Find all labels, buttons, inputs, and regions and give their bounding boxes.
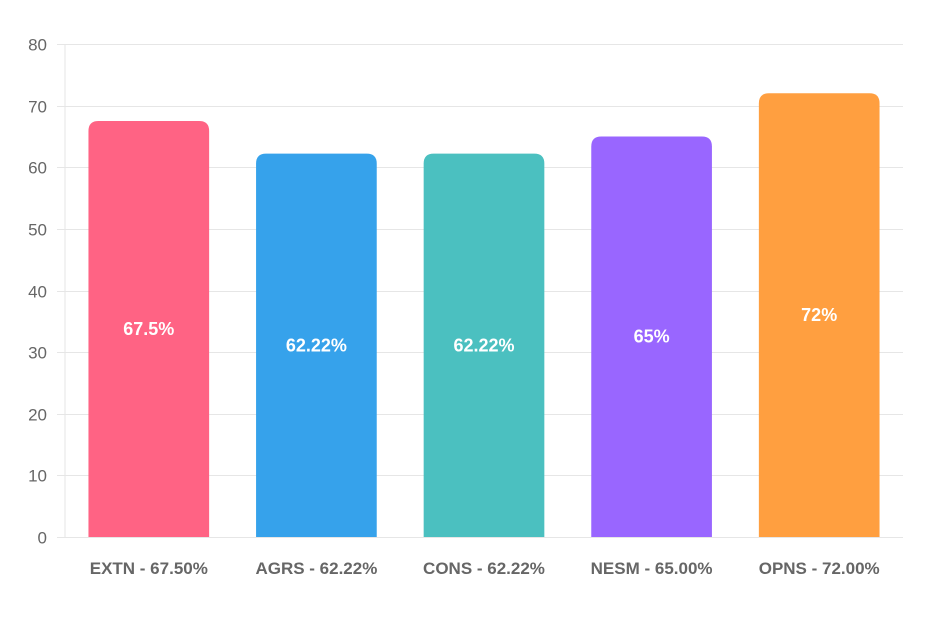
- value-labels: 67.5% 62.22% 62.22% 65% 72%: [123, 305, 837, 355]
- bar-value-label: 72%: [801, 305, 837, 325]
- y-axis-ticks: 0 10 20 30 40 50 60 70 80: [28, 36, 47, 548]
- bar-1[interactable]: [256, 153, 377, 537]
- x-category-label: EXTN - 67.50%: [90, 559, 208, 578]
- x-axis-labels: EXTN - 67.50% AGRS - 62.22% CONS - 62.22% N…: [90, 559, 880, 578]
- bar-3[interactable]: [591, 136, 712, 537]
- bar-value-label: 62.22%: [453, 335, 514, 355]
- y-tick-label: 70: [28, 98, 47, 117]
- x-category-label: CONS - 62.22%: [423, 559, 545, 578]
- y-tick-label: 60: [28, 159, 47, 178]
- bar-value-label: 62.22%: [286, 335, 347, 355]
- x-category-label: NESM - 65.00%: [591, 559, 713, 578]
- y-tick-label: 20: [28, 406, 47, 425]
- bar-2[interactable]: [423, 153, 545, 537]
- bar-value-label: 67.5%: [123, 319, 174, 339]
- y-tick-label: 40: [28, 283, 47, 302]
- bar-4[interactable]: [758, 93, 880, 538]
- y-tick-label: 50: [28, 221, 47, 240]
- y-tick-label: 80: [28, 36, 47, 55]
- y-tick-label: 0: [38, 529, 47, 548]
- bar-0[interactable]: [88, 121, 210, 537]
- y-tick-label: 30: [28, 344, 47, 363]
- x-category-label: AGRS - 62.22%: [255, 559, 377, 578]
- bars: [88, 93, 880, 538]
- bar-value-label: 65%: [634, 327, 670, 347]
- x-category-label: OPNS - 72.00%: [759, 559, 880, 578]
- y-tick-label: 10: [28, 467, 47, 486]
